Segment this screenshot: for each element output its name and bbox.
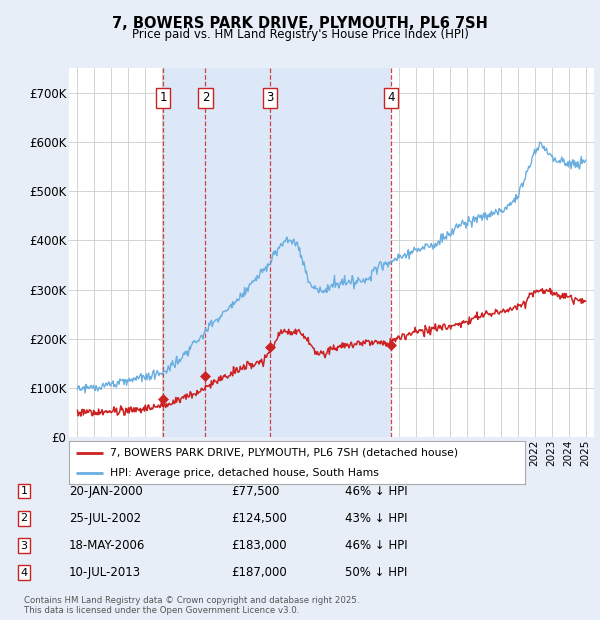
Bar <box>163 68 391 437</box>
Text: £187,000: £187,000 <box>231 567 287 579</box>
Text: 2: 2 <box>202 91 209 104</box>
Text: 20-JAN-2000: 20-JAN-2000 <box>69 485 143 497</box>
Text: 18-MAY-2006: 18-MAY-2006 <box>69 539 145 552</box>
Text: 50% ↓ HPI: 50% ↓ HPI <box>345 567 407 579</box>
Text: 46% ↓ HPI: 46% ↓ HPI <box>345 539 407 552</box>
Text: 43% ↓ HPI: 43% ↓ HPI <box>345 512 407 525</box>
Text: 46% ↓ HPI: 46% ↓ HPI <box>345 485 407 497</box>
Text: 1: 1 <box>20 486 28 496</box>
Text: 10-JUL-2013: 10-JUL-2013 <box>69 567 141 579</box>
Text: 4: 4 <box>20 568 28 578</box>
Text: 25-JUL-2002: 25-JUL-2002 <box>69 512 141 525</box>
Text: 4: 4 <box>388 91 395 104</box>
Text: 7, BOWERS PARK DRIVE, PLYMOUTH, PL6 7SH: 7, BOWERS PARK DRIVE, PLYMOUTH, PL6 7SH <box>112 16 488 30</box>
Text: Price paid vs. HM Land Registry's House Price Index (HPI): Price paid vs. HM Land Registry's House … <box>131 28 469 41</box>
Text: 1: 1 <box>159 91 167 104</box>
Text: £183,000: £183,000 <box>231 539 287 552</box>
Text: 3: 3 <box>266 91 274 104</box>
Text: £124,500: £124,500 <box>231 512 287 525</box>
Text: Contains HM Land Registry data © Crown copyright and database right 2025.
This d: Contains HM Land Registry data © Crown c… <box>24 596 359 615</box>
Text: 7, BOWERS PARK DRIVE, PLYMOUTH, PL6 7SH (detached house): 7, BOWERS PARK DRIVE, PLYMOUTH, PL6 7SH … <box>110 448 458 458</box>
Text: 2: 2 <box>20 513 28 523</box>
Text: HPI: Average price, detached house, South Hams: HPI: Average price, detached house, Sout… <box>110 468 379 478</box>
Text: £77,500: £77,500 <box>231 485 280 497</box>
Text: 3: 3 <box>20 541 28 551</box>
